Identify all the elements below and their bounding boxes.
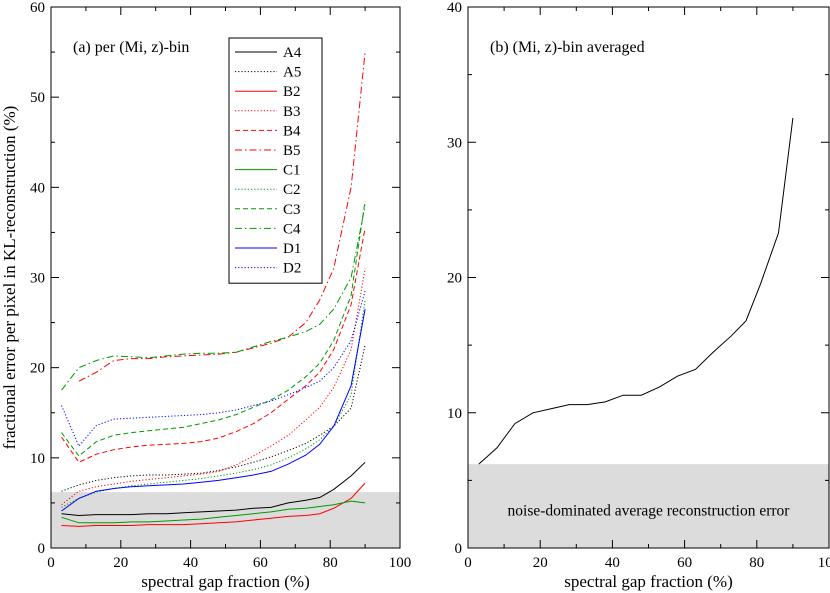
panel-a-y-axis-label: fractional error per pixel in KL-reconst… <box>0 106 19 450</box>
panel-b: 0 20 40 60 80 100 0 10 20 30 40 (b) (Mi, z)-bin av… <box>447 0 830 591</box>
panel-a-x-axis-label: spectral gap fraction (%) <box>141 572 310 591</box>
panel-a-title: (a) per (Mi, z)-bin <box>73 39 189 56</box>
panel-b-series-group <box>478 117 794 465</box>
panel-b-noise-band-label: noise-dominated average reconstruction e… <box>508 503 791 520</box>
panel-b-x-axis-label: spectral gap fraction (%) <box>564 572 733 591</box>
x-tick-label: 0 <box>464 555 472 571</box>
y-tick-label: 20 <box>30 361 45 377</box>
series-line-average <box>478 117 794 465</box>
legend-label-c3: C3 <box>283 202 301 218</box>
x-tick-label: 40 <box>183 555 198 571</box>
legend-label-c1: C1 <box>283 163 301 179</box>
x-tick-label: 100 <box>389 555 412 571</box>
legend-label-d2: D2 <box>283 261 301 277</box>
x-tick-label: 40 <box>605 555 620 571</box>
x-tick-label: 20 <box>113 555 128 571</box>
y-tick-label: 0 <box>38 541 46 557</box>
series-line-b4 <box>61 227 366 463</box>
panel-a-series-group <box>61 52 366 527</box>
series-line-a5 <box>61 344 366 492</box>
y-tick-label: 20 <box>447 271 462 287</box>
panel-a-noise-band <box>51 492 400 548</box>
y-tick-label: 0 <box>455 541 463 557</box>
legend-label-a5: A5 <box>283 65 301 81</box>
panel-b-title: (b) (Mi, z)-bin averaged <box>490 39 645 56</box>
panel-a-frame <box>50 6 401 549</box>
legend-box <box>228 37 323 284</box>
y-tick-label: 40 <box>30 180 45 196</box>
legend-label-c4: C4 <box>283 221 301 237</box>
legend-label-d1: D1 <box>283 241 301 257</box>
panel-b-ticks: 0 20 40 60 80 100 0 10 20 30 40 <box>447 0 830 571</box>
legend-label-b3: B3 <box>283 104 301 120</box>
series-line-c4 <box>61 205 366 391</box>
y-tick-label: 40 <box>447 0 462 16</box>
x-tick-label: 60 <box>677 555 692 571</box>
x-tick-label: 80 <box>749 555 764 571</box>
legend-label-b4: B4 <box>283 123 301 139</box>
x-tick-label: 80 <box>323 555 338 571</box>
panel-b-noise-band <box>468 464 829 548</box>
y-tick-label: 50 <box>30 90 45 106</box>
y-tick-label: 60 <box>30 0 45 16</box>
legend-label-a4: A4 <box>283 45 302 61</box>
series-line-d1 <box>61 309 366 512</box>
y-tick-label: 30 <box>447 135 462 151</box>
panel-a-legend: A4 A5 B2 B3 B4 B5 C1 C2 C3 C4 D1 D2 <box>228 37 323 284</box>
y-tick-label: 30 <box>30 271 45 287</box>
panel-a-ticks: 0 20 40 60 80 100 0 10 20 30 40 50 60 <box>30 0 411 571</box>
legend-label-b5: B5 <box>283 143 301 159</box>
legend-label-c2: C2 <box>283 182 301 198</box>
series-line-a4 <box>61 461 366 517</box>
series-line-c1 <box>61 500 366 524</box>
x-tick-label: 60 <box>253 555 268 571</box>
x-tick-label: 0 <box>47 555 55 571</box>
y-tick-label: 10 <box>30 451 45 467</box>
x-tick-label: 20 <box>533 555 548 571</box>
series-line-d2 <box>61 290 366 448</box>
series-line-c2 <box>61 299 366 508</box>
series-line-c3 <box>61 200 366 457</box>
series-line-b3 <box>61 268 366 506</box>
series-line-b2 <box>61 482 366 527</box>
legend-label-b2: B2 <box>283 84 301 100</box>
panel-a: 0 20 40 60 80 100 0 10 20 30 40 50 60 (a) per (Mi, z… <box>0 0 411 591</box>
x-tick-label: 100 <box>818 555 830 571</box>
y-tick-label: 10 <box>447 406 462 422</box>
